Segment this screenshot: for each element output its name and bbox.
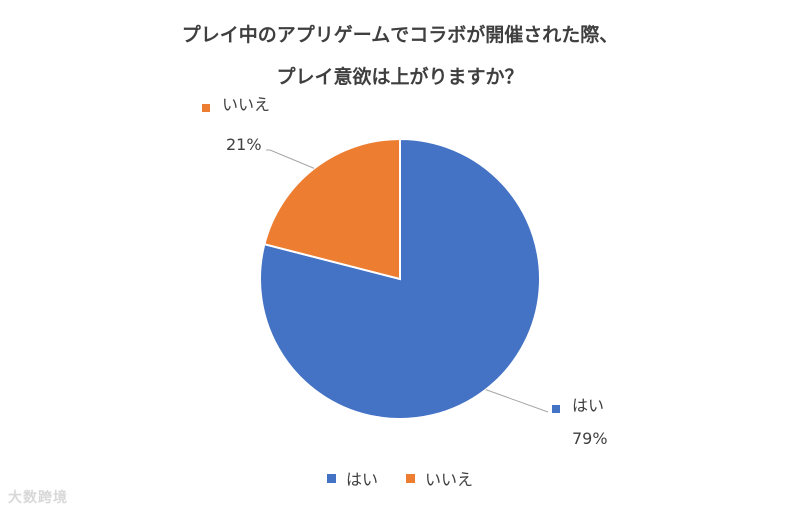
leader-line-yes xyxy=(485,389,549,413)
data-label-marker-no xyxy=(202,104,210,112)
chart-title-line-1: プレイ中のアプリゲームでコラボが開催された際、 xyxy=(181,24,619,46)
pie-slice-no xyxy=(263,137,401,281)
legend-label-no: いいえ xyxy=(425,470,474,489)
leader-line-no xyxy=(266,149,315,169)
legend: はい いいえ xyxy=(0,466,800,490)
data-label-marker-yes xyxy=(552,405,560,413)
legend-swatch-yes xyxy=(326,473,336,483)
legend-label-yes: はい xyxy=(345,470,378,489)
data-label-category-yes: はい xyxy=(572,396,604,415)
data-label-value-yes: 79% xyxy=(572,429,608,448)
data-label-value-no: 21% xyxy=(226,135,262,154)
legend-item-no: いいえ xyxy=(406,466,473,490)
legend-item-yes: はい xyxy=(326,466,378,490)
legend-swatch-no xyxy=(406,473,415,483)
chart-title-line-2: プレイ意欲は上がりますか？ xyxy=(276,66,524,88)
watermark-logo: 大数跨境 xyxy=(8,490,68,506)
data-label-category-no: いいえ xyxy=(222,95,270,114)
